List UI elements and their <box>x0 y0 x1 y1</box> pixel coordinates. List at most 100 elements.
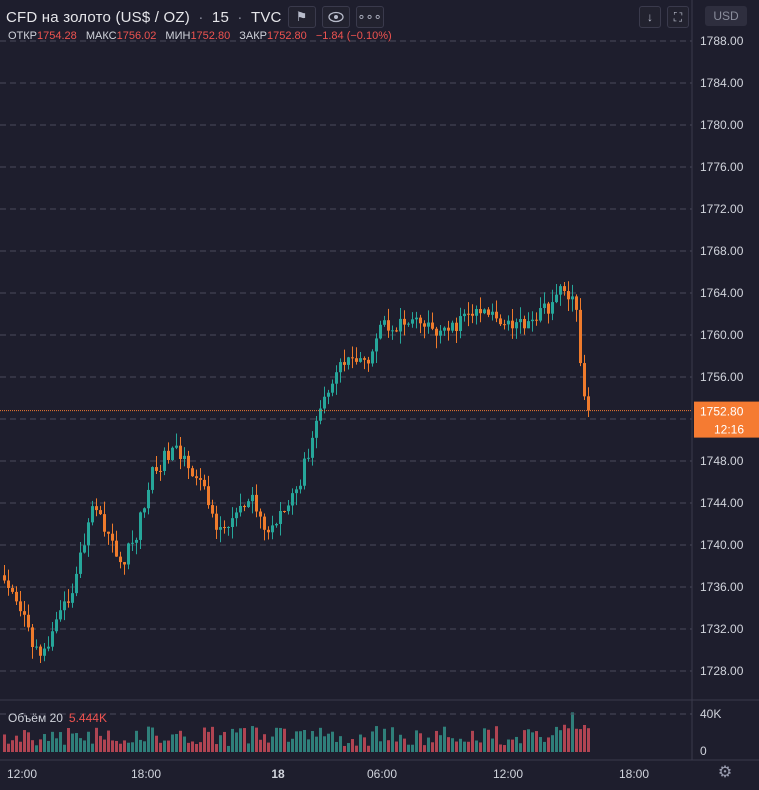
volume-bar <box>183 736 186 752</box>
candle-body <box>531 319 534 322</box>
candle-body <box>563 286 566 292</box>
candle-body <box>511 320 514 329</box>
change-value: −1.84 (−0.10%) <box>315 30 392 42</box>
volume-bar <box>55 738 58 752</box>
candle-body <box>535 319 538 321</box>
candle-body <box>483 309 486 314</box>
volume-bar <box>235 732 238 752</box>
price-tick-label: 1740.00 <box>700 538 744 552</box>
candle-body <box>151 467 154 490</box>
candle-body <box>303 458 306 486</box>
volume-bar <box>91 743 94 752</box>
candle-body <box>31 627 34 647</box>
candle-body <box>83 545 86 553</box>
close-label: ЗАКР <box>239 30 267 42</box>
volume-bar <box>355 745 358 752</box>
settings-gear-icon[interactable]: ⚙ <box>717 764 733 781</box>
volume-bar <box>207 731 210 752</box>
volume-bar <box>263 734 266 752</box>
candle-body <box>163 450 166 471</box>
candle-body <box>143 508 146 513</box>
candle-body <box>279 511 282 524</box>
open-label: ОТКР <box>8 30 38 42</box>
volume-bar <box>115 740 118 752</box>
candle-body <box>187 455 190 469</box>
volume-bar <box>463 741 466 752</box>
volume-bar <box>303 729 306 752</box>
candle-body <box>383 320 386 325</box>
candle-body <box>23 611 26 615</box>
volume-bar <box>359 734 362 752</box>
candle-body <box>247 501 250 508</box>
candle-body <box>459 316 462 331</box>
arrow-down-icon[interactable]: ↓ <box>639 6 661 28</box>
volume-bar <box>327 733 330 752</box>
header: CFD на золото (US$ / OZ) · 15 · TVC ⚑ ∘∘… <box>6 6 384 28</box>
volume-bar <box>371 731 374 752</box>
volume-bar <box>211 726 214 752</box>
volume-bar <box>395 741 398 752</box>
volume-bar <box>519 743 522 752</box>
volume-bar <box>3 734 6 752</box>
candle-body <box>363 358 366 360</box>
candle-body <box>91 506 94 523</box>
flag-icon[interactable]: ⚑ <box>287 6 316 28</box>
candle-body <box>79 552 82 574</box>
price-axis[interactable]: 1788.00 1784.00 1780.00 1776.00 1772.00 1768.… <box>700 34 744 678</box>
candle-body <box>219 527 222 530</box>
candle-body <box>267 529 270 533</box>
candle-body <box>371 351 374 364</box>
eye-icon[interactable] <box>321 6 350 28</box>
volume-bar <box>107 730 110 752</box>
more-icon[interactable]: ∘∘∘ <box>355 6 384 28</box>
time-axis[interactable]: 12:00 18:00 18 06:00 12:00 18:00 <box>7 767 649 781</box>
candle-body <box>463 313 466 317</box>
fullscreen-icon[interactable]: ⛶ <box>667 6 689 28</box>
candle-body <box>251 494 254 502</box>
volume-bar <box>447 737 450 752</box>
candle-body <box>375 338 378 352</box>
candle-body <box>123 562 126 565</box>
price-tick-label: 1756.00 <box>700 370 744 384</box>
volume-bar <box>227 745 230 752</box>
candle-body <box>575 296 578 310</box>
candle-body <box>3 575 6 581</box>
volume-bar <box>31 740 34 752</box>
volume-bar <box>247 743 250 752</box>
symbol-title[interactable]: CFD на золото (US$ / OZ) · 15 · TVC <box>6 8 282 26</box>
candle-body <box>111 533 114 541</box>
volume-bar <box>295 731 298 752</box>
volume-tick-label: 0 <box>700 744 707 758</box>
candle-body <box>387 320 390 331</box>
currency-button[interactable]: USD <box>705 6 747 26</box>
volume-bar <box>455 741 458 752</box>
volume-bar <box>323 736 326 752</box>
candle-body <box>231 518 234 527</box>
volume-bar <box>315 736 318 752</box>
volume-bar <box>439 735 442 752</box>
candle-body <box>243 505 246 508</box>
candle-body <box>19 601 22 612</box>
candle-body <box>63 601 66 611</box>
volume-bar <box>175 734 178 752</box>
candle-body <box>183 455 186 460</box>
candle-body <box>311 437 314 458</box>
volume-bar <box>343 745 346 752</box>
candle-body <box>295 489 298 494</box>
interval-label[interactable]: 15 <box>211 8 230 26</box>
volume-bar <box>531 732 534 752</box>
last-price-text: 1752.80 <box>700 405 744 419</box>
exchange-label: TVC <box>250 8 282 26</box>
volume-bar <box>83 740 86 752</box>
candle-body <box>583 363 586 397</box>
candle-body <box>71 593 74 603</box>
candle-body <box>431 322 434 329</box>
candle-body <box>539 308 542 321</box>
candle-body <box>99 510 102 515</box>
volume-bar <box>567 728 570 752</box>
candle-body <box>119 556 122 563</box>
volume-bar <box>139 739 142 752</box>
volume-bar <box>311 731 314 752</box>
volume-bar <box>491 738 494 752</box>
